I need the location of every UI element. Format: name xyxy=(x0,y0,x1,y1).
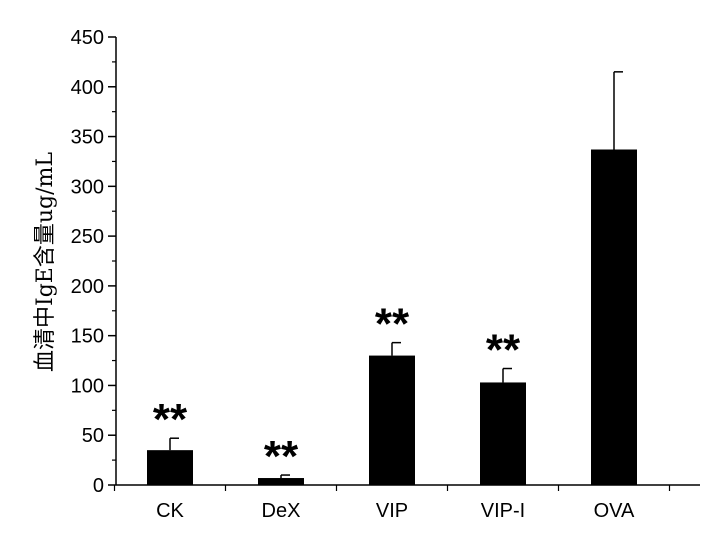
bar xyxy=(591,149,637,485)
bar xyxy=(258,478,304,485)
y-tick-label: 450 xyxy=(71,27,104,49)
bar xyxy=(147,450,193,485)
x-tick-label: VIP-I xyxy=(481,500,525,522)
y-tick-label: 200 xyxy=(71,276,104,298)
x-tick-label: OVA xyxy=(594,500,635,522)
y-tick-label: 150 xyxy=(71,326,104,348)
significance-label: ** xyxy=(486,326,521,375)
y-tick-label: 400 xyxy=(71,77,104,99)
x-tick-label: VIP xyxy=(376,500,408,522)
significance-label: ** xyxy=(264,432,299,481)
significance-label: ** xyxy=(153,395,188,444)
bar xyxy=(480,382,526,485)
x-axis: CK DeX VIP VIP-I OVA xyxy=(113,484,700,522)
bar xyxy=(369,355,415,485)
y-tick-label: 250 xyxy=(71,226,104,248)
bars: ** ** ** ** xyxy=(147,71,637,485)
y-axis: 0 50 100 150 200 250 300 350 400 450 xyxy=(71,27,117,497)
y-tick-label: 300 xyxy=(71,176,104,198)
y-axis-label: 血清中IgE含量ug/mL xyxy=(33,152,58,372)
significance-label: ** xyxy=(375,300,410,349)
y-tick-label: 350 xyxy=(71,127,104,149)
y-tick-label: 100 xyxy=(71,375,104,397)
x-tick-label: CK xyxy=(156,500,184,522)
y-tick-label: 0 xyxy=(93,475,104,497)
x-tick-label: DeX xyxy=(262,500,301,522)
y-tick-label: 50 xyxy=(82,425,104,447)
